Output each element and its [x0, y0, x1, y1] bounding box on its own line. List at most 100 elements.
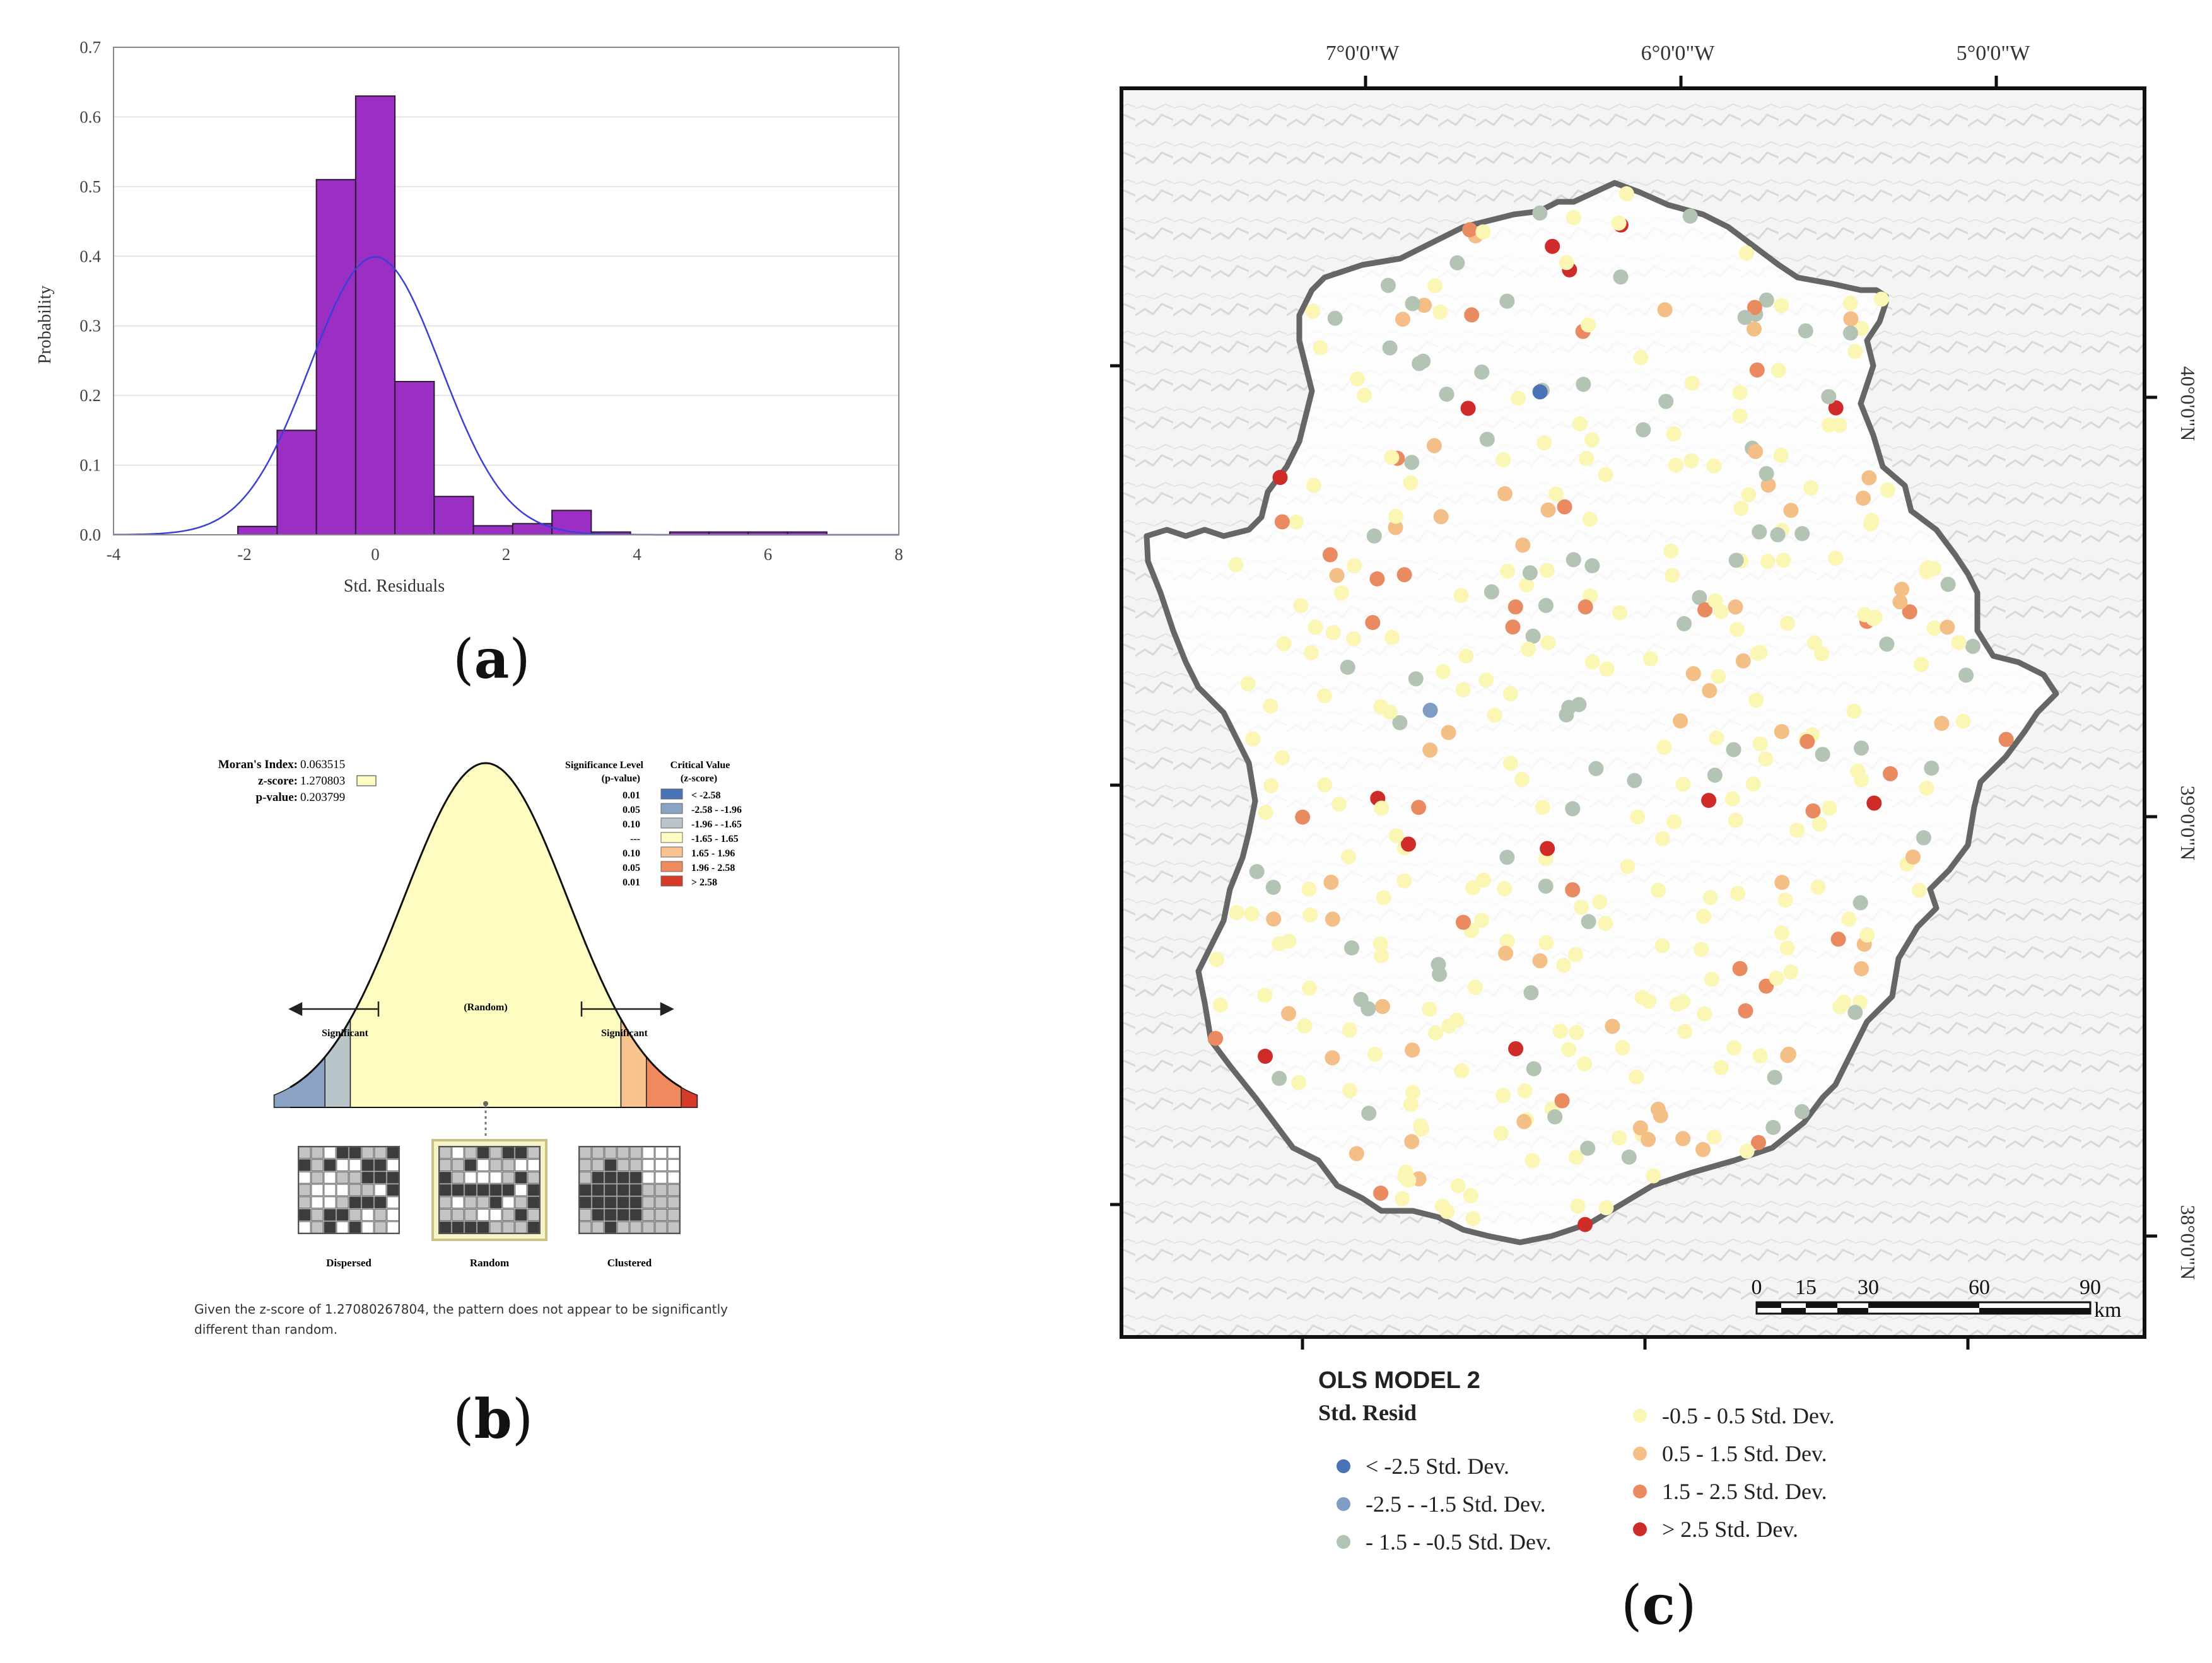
residual-point	[1305, 303, 1321, 319]
residual-point	[1955, 713, 1971, 729]
residual-point	[1411, 800, 1427, 815]
residual-point	[1497, 486, 1513, 501]
residual-point	[1374, 948, 1389, 964]
residual-point	[1685, 666, 1701, 682]
pattern-label-random: Random	[470, 1257, 509, 1269]
residual-point	[1464, 307, 1480, 323]
p-value-label: p-value:	[256, 791, 298, 804]
x-tick-label: 2	[502, 545, 511, 564]
x-axis-label: Std. Residuals	[344, 576, 445, 596]
residual-point	[1272, 470, 1288, 486]
residual-point	[1769, 971, 1784, 986]
residual-point	[1612, 1130, 1627, 1146]
residual-point	[1760, 554, 1776, 569]
residual-point	[1773, 447, 1789, 463]
residual-point	[1675, 994, 1691, 1010]
residual-point	[1313, 340, 1328, 356]
z-score-marker-dot	[483, 1101, 488, 1106]
residual-point	[1811, 817, 1827, 832]
residual-point	[1325, 625, 1341, 640]
residual-point	[1738, 1003, 1753, 1018]
residual-point	[1704, 971, 1719, 987]
residual-point	[1317, 777, 1333, 793]
residual-point	[1388, 520, 1403, 535]
residual-point	[1697, 1006, 1712, 1022]
x-tick-labels: -4 -2 0 2 4 6 8	[107, 545, 903, 564]
residual-point	[1554, 1093, 1570, 1109]
residual-point	[1522, 565, 1538, 581]
residual-points	[1208, 186, 2014, 1232]
y-tick-labels: 0.0 0.1 0.2 0.3 0.4 0.5 0.6 0.7	[79, 38, 101, 544]
residual-point	[1588, 761, 1604, 776]
residual-point	[1770, 527, 1786, 542]
residual-point	[1499, 293, 1515, 309]
sig-swatch	[660, 861, 683, 872]
residual-point	[1701, 793, 1717, 808]
x-tick-label: -4	[107, 545, 121, 564]
residual-point	[1568, 947, 1583, 962]
scale-tick-60: 60	[1969, 1276, 1990, 1299]
legend-label: < -2.5 Std. Dev.	[1366, 1454, 1509, 1479]
residual-point	[1454, 1063, 1470, 1078]
residual-point	[1724, 791, 1740, 807]
significant-right-label: Significant	[601, 1028, 648, 1039]
residual-point	[1668, 457, 1684, 473]
residual-point	[1487, 708, 1502, 723]
residual-point	[1577, 1217, 1593, 1232]
crit-value: 1.96 - 2.58	[691, 863, 735, 873]
residual-point	[1500, 563, 1516, 579]
residual-point	[1493, 1126, 1509, 1141]
frame-ticks	[1110, 76, 2157, 1350]
legend-swatch	[1633, 1485, 1647, 1498]
residual-point	[1894, 581, 1909, 597]
histogram-bar	[433, 496, 474, 535]
residual-point	[1521, 641, 1536, 657]
residual-point	[1329, 568, 1345, 583]
histogram-bar	[354, 95, 396, 536]
lat-label-39n: 39°0'0"N	[2177, 786, 2199, 861]
residual-point	[1208, 1030, 1224, 1046]
residual-point	[1847, 1005, 1863, 1020]
residual-point	[1366, 528, 1382, 544]
residual-point	[1584, 558, 1600, 574]
residual-point	[1634, 989, 1650, 1005]
residual-point	[1258, 1048, 1273, 1064]
residual-point	[1540, 502, 1556, 518]
residual-point	[1502, 686, 1518, 701]
residual-point	[1663, 543, 1679, 559]
residual-point	[1361, 1001, 1376, 1017]
pattern-label-dispersed: Dispersed	[326, 1257, 372, 1269]
sig-swatch	[660, 817, 683, 829]
residual-point	[1677, 616, 1692, 631]
residual-point	[1415, 353, 1431, 369]
residual-point	[1732, 385, 1748, 400]
residual-point	[1940, 576, 1956, 592]
pattern-thumbnails	[298, 1139, 681, 1241]
residual-point	[1584, 432, 1600, 448]
residual-point	[1308, 619, 1323, 635]
residual-point	[1642, 651, 1658, 667]
residual-point	[1245, 731, 1261, 747]
residual-point	[1483, 584, 1499, 600]
residual-point	[1557, 499, 1572, 515]
residual-point	[1576, 376, 1591, 392]
significant-left-label: Significant	[322, 1028, 368, 1039]
residual-point	[1302, 907, 1318, 923]
residual-point	[1373, 1186, 1389, 1201]
residual-point	[1244, 906, 1260, 922]
residual-point	[1830, 931, 1846, 947]
residual-point	[1805, 803, 1821, 819]
panel-label-a: (a)	[453, 627, 530, 691]
residual-point	[1303, 645, 1319, 660]
lon-label-6w: 6°0'0"W	[1641, 42, 1716, 65]
p-value-value: 0.203799	[300, 791, 345, 804]
legend-swatch	[1337, 1535, 1350, 1549]
crit-value: -2.58 - -1.96	[691, 805, 742, 815]
residual-point	[1432, 304, 1448, 320]
residual-point	[1413, 1118, 1429, 1134]
residual-point	[1765, 1119, 1781, 1135]
residual-point	[1467, 979, 1483, 995]
residual-point	[1502, 756, 1518, 771]
residual-point	[1396, 567, 1412, 583]
residual-point	[1432, 967, 1448, 982]
